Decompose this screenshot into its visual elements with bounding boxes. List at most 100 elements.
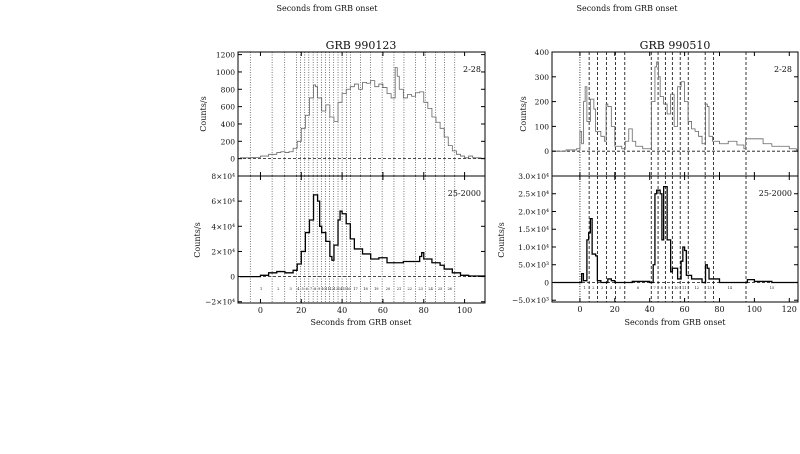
chart-title: GRB 990510 <box>640 39 711 52</box>
x-axis-label: Seconds from GRB onset <box>624 318 726 327</box>
y-axis-label-bottom: Counts/s <box>497 222 506 257</box>
interval-label: 16 <box>346 287 350 291</box>
interval-label: 8 <box>314 287 316 291</box>
light-curve-25-2000 <box>553 185 798 284</box>
interval-label: 12 <box>329 287 333 291</box>
x-tick-label: 100 <box>457 306 472 315</box>
y-tick-label: 0 <box>230 273 235 282</box>
x-tick-label: 20 <box>296 306 306 315</box>
x-tick-label: 20 <box>610 305 620 314</box>
y-tick-label: 0 <box>544 147 549 156</box>
interval-label: 2 <box>592 286 594 290</box>
interval-label: 5 <box>619 286 621 290</box>
interval-label: 1 <box>583 286 585 290</box>
y-tick-label: 8×10⁴ <box>211 172 235 181</box>
interval-label: 9 <box>318 287 320 291</box>
y-tick-label: 400 <box>221 120 236 129</box>
panel-2-28: 0 200 400 600 800 1000 1200 <box>216 51 486 177</box>
interval-label: 13 <box>707 286 711 290</box>
light-curve-25-2000 <box>240 194 486 278</box>
y-axis-label-top: Counts/s <box>519 96 528 131</box>
panel-25-2000: −5.0×10³ 0 5.0×10³ 1.0×10⁴ 1.5×10⁴ 2.0×10⁴ 2.5… <box>512 172 799 314</box>
interval-label: 17 <box>353 287 357 291</box>
interval-label: 3 <box>289 287 291 291</box>
interval-label: 12 <box>694 286 698 290</box>
interval-label: 1 <box>260 287 262 291</box>
y-tick-label: 300 <box>535 73 550 82</box>
y-tick-label: 600 <box>221 103 236 112</box>
y-axis-label-top: Counts/s <box>199 96 208 131</box>
x-tick-label: 80 <box>419 306 429 315</box>
y-tick-label: 2.5×10⁴ <box>518 190 549 199</box>
y-tick-label: 4×10⁴ <box>211 222 235 231</box>
y-axis-label-bottom: Counts/s <box>193 222 202 257</box>
interval-label: 10 <box>321 287 325 291</box>
interval-label: 25 <box>438 287 442 291</box>
y-tick-label: 3.0×10⁴ <box>518 172 549 181</box>
interval-label: 6 <box>306 287 308 291</box>
y-tick-label: 1.0×10⁴ <box>518 243 549 252</box>
interval-label: 18 <box>363 287 367 291</box>
interval-label: 3 <box>601 286 603 290</box>
y-tick-label: 2.0×10⁴ <box>518 207 549 216</box>
y-tick-label: −5.0×10³ <box>512 296 549 305</box>
interval-label: 24 <box>428 287 433 291</box>
interval-label: 15 <box>342 287 346 291</box>
interval-label: 22 <box>408 287 412 291</box>
y-tick-label: 400 <box>535 48 550 57</box>
panel-2-28: 0 100 200 300 400 <box>535 48 799 177</box>
interval-label: 7 <box>310 287 312 291</box>
interval-label: 21 <box>397 287 401 291</box>
y-tick-label: 0 <box>230 155 235 164</box>
y-tick-label: 200 <box>221 137 236 146</box>
y-tick-label: −2×10⁴ <box>205 298 235 307</box>
interval-label: 15 <box>770 286 774 290</box>
interval-label: 14 <box>338 287 343 291</box>
x-tick-label: 120 <box>782 305 797 314</box>
band-label-top: 2-28 <box>774 65 792 74</box>
interval-label: 6 <box>637 286 639 290</box>
plot-frame <box>551 175 799 303</box>
interval-label: 23 <box>418 287 422 291</box>
y-tick-label: 1.5×10⁴ <box>518 225 549 234</box>
interval-label: 13 <box>334 287 338 291</box>
top-fragment-xlabel-left: Seconds from GRB onset <box>276 4 378 13</box>
band-label-top: 2-28 <box>463 65 481 74</box>
interval-label: 11 <box>682 286 686 290</box>
light-curve-2-28 <box>240 67 485 159</box>
y-tick-label: 200 <box>535 98 550 107</box>
interval-label: 14 <box>728 286 733 290</box>
x-tick-label: 0 <box>258 306 263 315</box>
y-tick-label: 6×10⁴ <box>211 197 235 206</box>
top-fragment-xlabel-right: Seconds from GRB onset <box>576 4 678 13</box>
x-axis-label: Seconds from GRB onset <box>310 318 412 327</box>
x-tick-label: 40 <box>337 306 347 315</box>
interval-label: 11 <box>325 287 329 291</box>
plot-frame <box>237 175 486 304</box>
interval-label: 10 <box>674 286 678 290</box>
y-tick-label: 1000 <box>216 68 235 77</box>
y-tick-label: 100 <box>535 122 550 131</box>
interval-label: 4 <box>297 287 300 291</box>
interval-label: 4 <box>610 286 613 290</box>
interval-label: 7 <box>654 286 656 290</box>
interval-label: 9 <box>668 286 670 290</box>
x-tick-label: 0 <box>577 305 582 314</box>
light-curve-2-28 <box>553 61 798 152</box>
interval-label: 8 <box>661 286 663 290</box>
y-tick-label: 5.0×10³ <box>518 261 549 270</box>
band-label-bottom: 25-2000 <box>759 189 792 198</box>
interval-label: 5 <box>301 287 303 291</box>
panel-25-2000: −2×10⁴ 0 2×10⁴ 4×10⁴ 6×10⁴ 8×10⁴ 0 20 40 60 80 100 1… <box>205 172 486 315</box>
band-label-bottom: 25-2000 <box>448 189 481 198</box>
x-tick-label: 40 <box>645 305 655 314</box>
chart-grb-990123: GRB 990123 Seconds from GRB onset Counts… <box>193 39 486 327</box>
y-tick-label: 2×10⁴ <box>211 247 235 256</box>
interval-label: 26 <box>447 287 451 291</box>
y-tick-label: 1200 <box>216 51 235 60</box>
y-tick-label: 0 <box>544 278 549 287</box>
plot-frame <box>237 51 486 177</box>
y-tick-label: 800 <box>221 85 236 94</box>
x-tick-label: 60 <box>680 305 690 314</box>
